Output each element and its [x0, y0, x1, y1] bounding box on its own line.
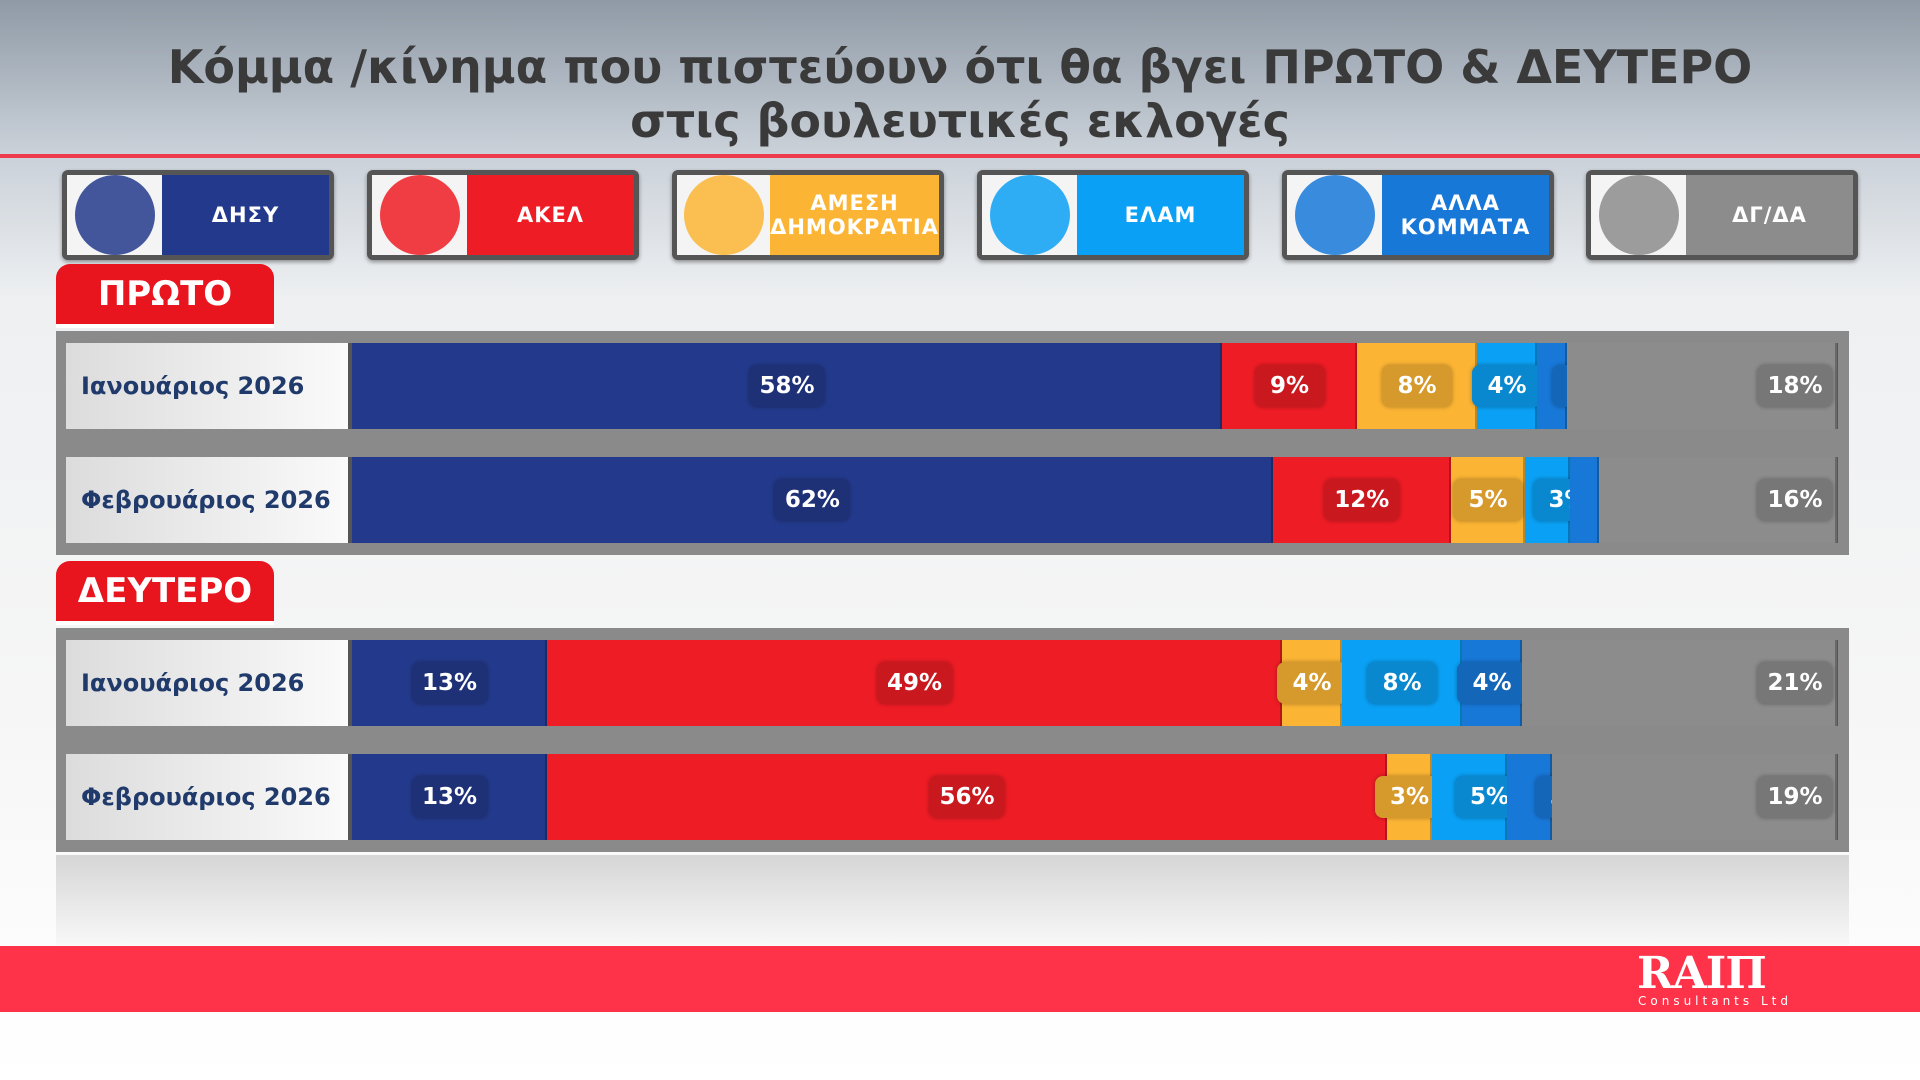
legend-label: ΕΛΑΜ: [1077, 175, 1244, 255]
legend-label: ΔΗΣΥ: [162, 175, 329, 255]
category-label: Ιανουάριος 2026: [66, 343, 348, 429]
data-label: 12%: [1324, 479, 1400, 521]
data-label: 18%: [1757, 365, 1833, 407]
data-label: 21%: [1757, 662, 1833, 704]
legend-item: ΑΚΕΛ: [367, 170, 639, 260]
data-label: 9%: [1254, 365, 1325, 407]
category-label: Ιανουάριος 2026: [66, 640, 348, 726]
chart-panel: Ιανουάριος 2026 13% 49% 4% 8% 4% 21% Φεβρουάριο…: [56, 628, 1849, 852]
footer-band: [0, 946, 1920, 1012]
legend-label: ΑΛΛΑ ΚΟΜΜΑΤΑ: [1382, 175, 1549, 255]
brand-subtitle: Consultants Ltd: [1638, 994, 1792, 1008]
data-label: 4%: [1472, 365, 1542, 407]
legend-item: ΑΛΛΑ ΚΟΜΜΑΤΑ: [1282, 170, 1554, 260]
legend-label: ΑΜΕΣΗ ΔΗΜΟΚΡΑΤΙΑ: [770, 175, 939, 255]
party-logo-icon: [982, 175, 1077, 255]
stacked-bar: 13%56%3%5%3%19%: [352, 754, 1837, 840]
reflection: [56, 855, 1849, 945]
data-label: 19%: [1757, 776, 1833, 818]
category-label: Φεβρουάριος 2026: [66, 457, 348, 543]
chart-title: Κόμμα /κίνημα που πιστεύουν ότι θα βγει …: [0, 40, 1920, 148]
data-label: 4%: [1457, 662, 1527, 704]
legend-item: ΔΓ/ΔΑ: [1586, 170, 1858, 260]
brand-logo: RAIΠ: [1637, 948, 1767, 999]
stacked-bar: 58%9%8%4%2%18%: [352, 343, 1837, 429]
bar-segment: [1569, 457, 1600, 543]
data-label: 8%: [1382, 365, 1452, 407]
title-line-1: Κόμμα /κίνημα που πιστεύουν ότι θα βγει …: [167, 40, 1753, 94]
legend-label: ΔΓ/ΔΑ: [1686, 175, 1853, 255]
legend-item: ΑΜΕΣΗ ΔΗΜΟΚΡΑΤΙΑ: [672, 170, 944, 260]
data-label: 56%: [929, 776, 1005, 818]
chart-panel: Ιανουάριος 202658%9%8%4%2%18%Φεβρουάριος…: [56, 331, 1849, 555]
title-line-2: στις βουλευτικές εκλογές: [630, 94, 1290, 148]
data-label: 16%: [1757, 479, 1833, 521]
data-label: 4%: [1277, 662, 1347, 704]
legend-item: ΕΛΑΜ: [977, 170, 1249, 260]
legend-item: ΔΗΣΥ: [62, 170, 334, 260]
data-label: 62%: [774, 479, 850, 521]
party-logo-icon: [1287, 175, 1382, 255]
party-logo-icon: [372, 175, 467, 255]
party-logo-icon: [677, 175, 771, 255]
section-title: ΠΡΩΤΟ: [56, 264, 274, 328]
data-label: 5%: [1453, 479, 1524, 521]
stacked-bar: 13% 49% 4% 8% 4% 21%: [352, 640, 1837, 726]
data-label: 8%: [1367, 662, 1437, 704]
divider: [0, 154, 1920, 158]
data-label: 13%: [411, 662, 488, 704]
data-label: 49%: [876, 662, 953, 704]
data-label: 13%: [411, 776, 488, 818]
party-logo-icon: [67, 175, 162, 255]
data-label: 58%: [749, 365, 825, 407]
category-label: Φεβρουάριος 2026: [66, 754, 348, 840]
section-title: ΔΕΥΤΕΡΟ: [56, 561, 274, 625]
legend-label: ΑΚΕΛ: [467, 175, 634, 255]
bar-row: Ιανουάριος 2026 13% 49% 4% 8% 4% 21%: [66, 640, 1838, 726]
stacked-bar: 62%12%5%3%2%16%: [352, 457, 1837, 543]
party-logo-icon: [1591, 175, 1686, 255]
